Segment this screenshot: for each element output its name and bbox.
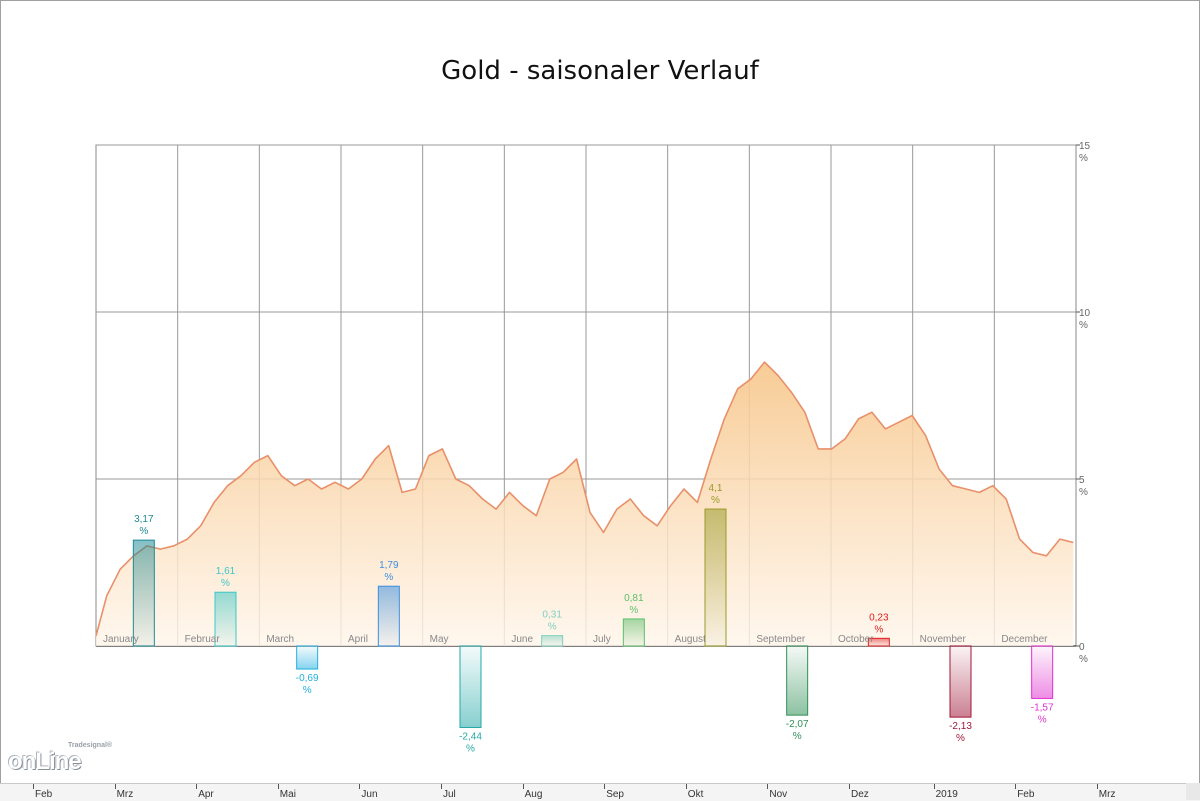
month-label: June [511,634,533,645]
bar-percent-label: % [384,572,393,583]
bar-november [949,645,972,718]
time-axis-label: Feb [35,789,53,800]
bar-value-label: 1,79 [379,560,399,571]
bar-percent-label: % [303,685,312,696]
bar-value-label: 0,81 [624,593,644,604]
y-tick-unit: % [1079,487,1088,498]
time-axis-label: Mrz [116,789,134,800]
bar-value-label: -2,13 [949,721,972,732]
bar-value-label: 1,61 [216,566,236,577]
time-axis-tick [849,784,850,789]
time-axis[interactable]: Feb Mrz Apr Mai Jun Jul Aug Sep Okt Nov Dez 2019 Feb… [0,783,1200,801]
labels: 15%10%5%0%January Februar March April May Jun… [103,141,1091,754]
bar-value-label: -1,57 [1031,702,1054,713]
time-axis-label: Aug [524,789,543,800]
bar-februar [214,591,237,647]
bar-october [867,637,890,647]
time-axis-label: Apr [198,789,214,800]
chart-frame [0,0,1200,784]
time-axis-label: Sep [606,789,624,800]
time-axis-label: Jun [361,789,378,800]
time-axis-tick [767,784,769,789]
time-axis-label: Jul [443,789,456,800]
bar-september [786,645,809,716]
bar-percent-label: % [629,605,638,616]
time-axis-tick [114,784,116,789]
y-tick-unit: % [1079,320,1088,331]
bar-january [132,539,155,647]
bar-percent-label: % [221,578,230,589]
bar-march [296,645,319,670]
month-label: September [756,634,806,645]
month-label: Februar [185,634,221,645]
logo-subtitle: Tradesignal® [68,742,113,749]
time-axis-tick [685,784,687,789]
bar-percent-label: % [956,733,965,744]
y-tick-label: 15 [1079,141,1091,152]
bar-value-label: 3,17 [134,514,154,525]
bar-percent-label: % [793,731,802,742]
time-axis-label: Feb [1017,789,1035,800]
bar-percent-label: % [711,495,720,506]
month-label: November [920,634,967,645]
time-axis-tick [522,784,524,789]
bar-percent-label: % [139,526,148,537]
month-label: January [103,634,139,645]
month-label: July [593,634,611,645]
time-axis-tick [441,784,442,789]
time-axis-label: Dez [851,789,869,800]
bar-value-label: -2,44 [459,731,482,742]
bar-value-label: -2,07 [786,719,809,730]
tradesignal-logo: Tradesignal® onLine [8,742,112,776]
bar-may [459,645,482,728]
bar-percent-label: % [874,624,883,635]
time-axis-tick [1015,784,1017,789]
seasonal-fill [96,362,1074,646]
time-axis-label: Mrz [1098,789,1116,800]
time-axis-tick [196,784,198,789]
seasonal-line [95,361,1074,637]
bar-value-label: 0,31 [542,610,562,621]
bar-value-label: 4,1 [709,483,723,494]
bar-value-label: 0,23 [869,612,889,623]
time-axis-tick [1096,784,1098,789]
time-axis-label: Mai [279,789,296,800]
y-tick-unit: % [1079,654,1088,665]
time-axis-tick [933,784,935,789]
y-tick-label: 10 [1079,308,1091,319]
y-tick-unit: % [1079,153,1088,164]
month-label: December [1001,634,1048,645]
bar-percent-label: % [466,743,475,754]
chart-title: Gold - saisonaler Verlauf [441,56,759,86]
time-axis-tick [359,784,361,789]
time-axis-tick [277,784,279,789]
scroll-corner [1186,783,1200,800]
bar-august [704,508,727,647]
bar-percent-label: % [548,622,557,633]
monthly-bars [132,508,1054,728]
time-axis-label: Nov [769,789,788,800]
month-label: August [675,634,706,645]
y-tick-label: 5 [1079,475,1085,486]
time-axis-label: 2019 [935,789,958,800]
bar-april [377,585,400,647]
bar-percent-label: % [1038,714,1047,725]
bar-june [541,635,564,647]
bar-december [1031,645,1054,699]
time-axis-label: Okt [687,789,704,800]
time-axis-tick [33,784,34,789]
seasonal-area [95,361,1074,646]
bar-july [622,618,645,647]
logo-text: onLine [8,748,82,775]
y-tick-label: 0 [1079,642,1085,653]
bar-value-label: -0,69 [296,673,319,684]
month-label: October [838,634,874,645]
time-axis-tick [604,784,606,789]
month-label: April [348,634,368,645]
month-label: May [430,634,449,645]
month-label: March [266,634,294,645]
